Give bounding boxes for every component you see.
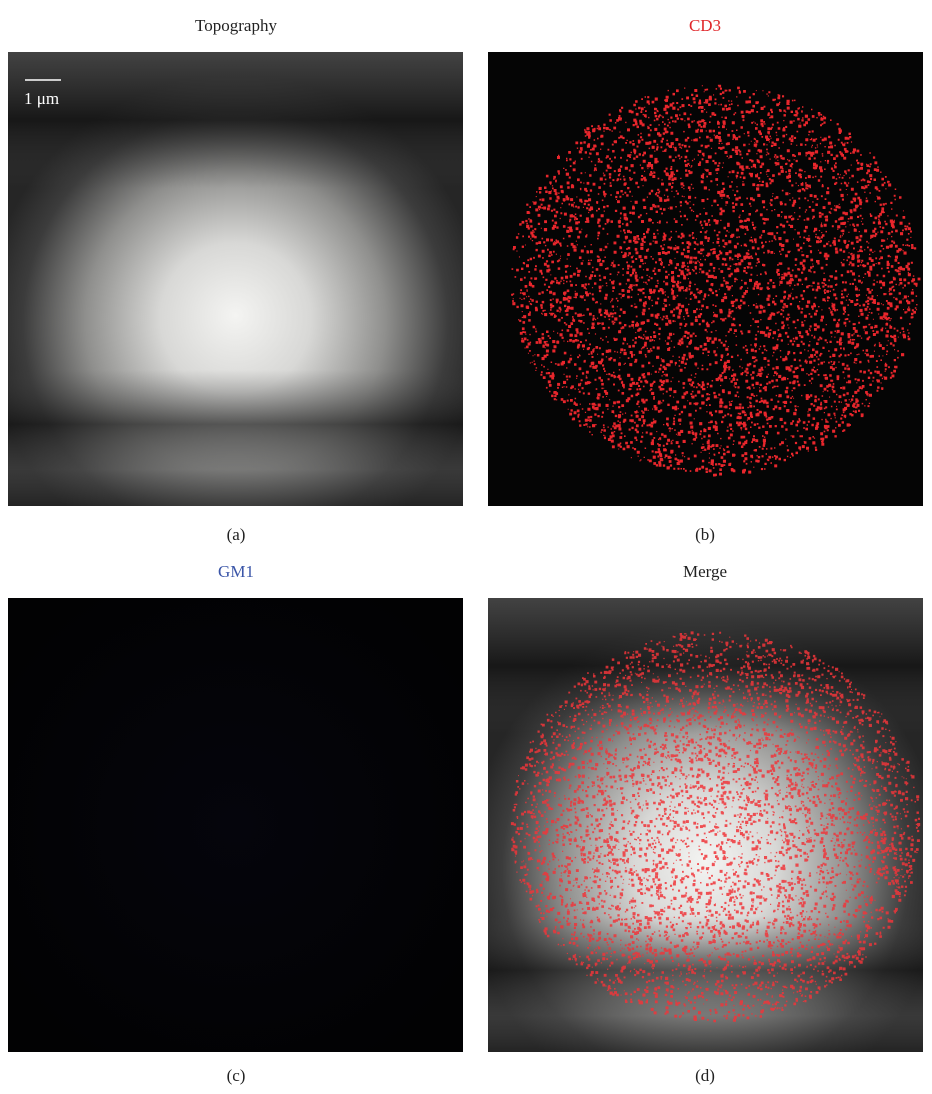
panel-label: (d) <box>695 1066 715 1085</box>
panel-title: GM1 <box>218 562 254 581</box>
panel-title: Topography <box>195 16 277 35</box>
panel-title: CD3 <box>689 16 721 35</box>
gm1-image <box>8 598 463 1052</box>
panel-label: (b) <box>695 525 715 544</box>
figure: Topography 1 μm (a) CD3 (b) GM1 (c) Merg… <box>0 0 932 1089</box>
scale-bar-label: 1 μm <box>24 89 59 108</box>
panel-label: (a) <box>227 525 246 544</box>
topography-bands <box>8 52 463 506</box>
cd3-image <box>488 52 923 506</box>
panel-title: Merge <box>683 562 727 581</box>
panel-label: (c) <box>227 1066 246 1085</box>
